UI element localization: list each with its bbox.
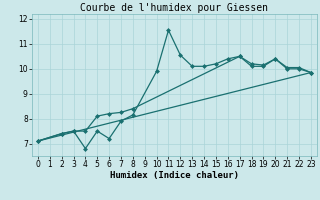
Title: Courbe de l'humidex pour Giessen: Courbe de l'humidex pour Giessen bbox=[80, 3, 268, 13]
X-axis label: Humidex (Indice chaleur): Humidex (Indice chaleur) bbox=[110, 171, 239, 180]
